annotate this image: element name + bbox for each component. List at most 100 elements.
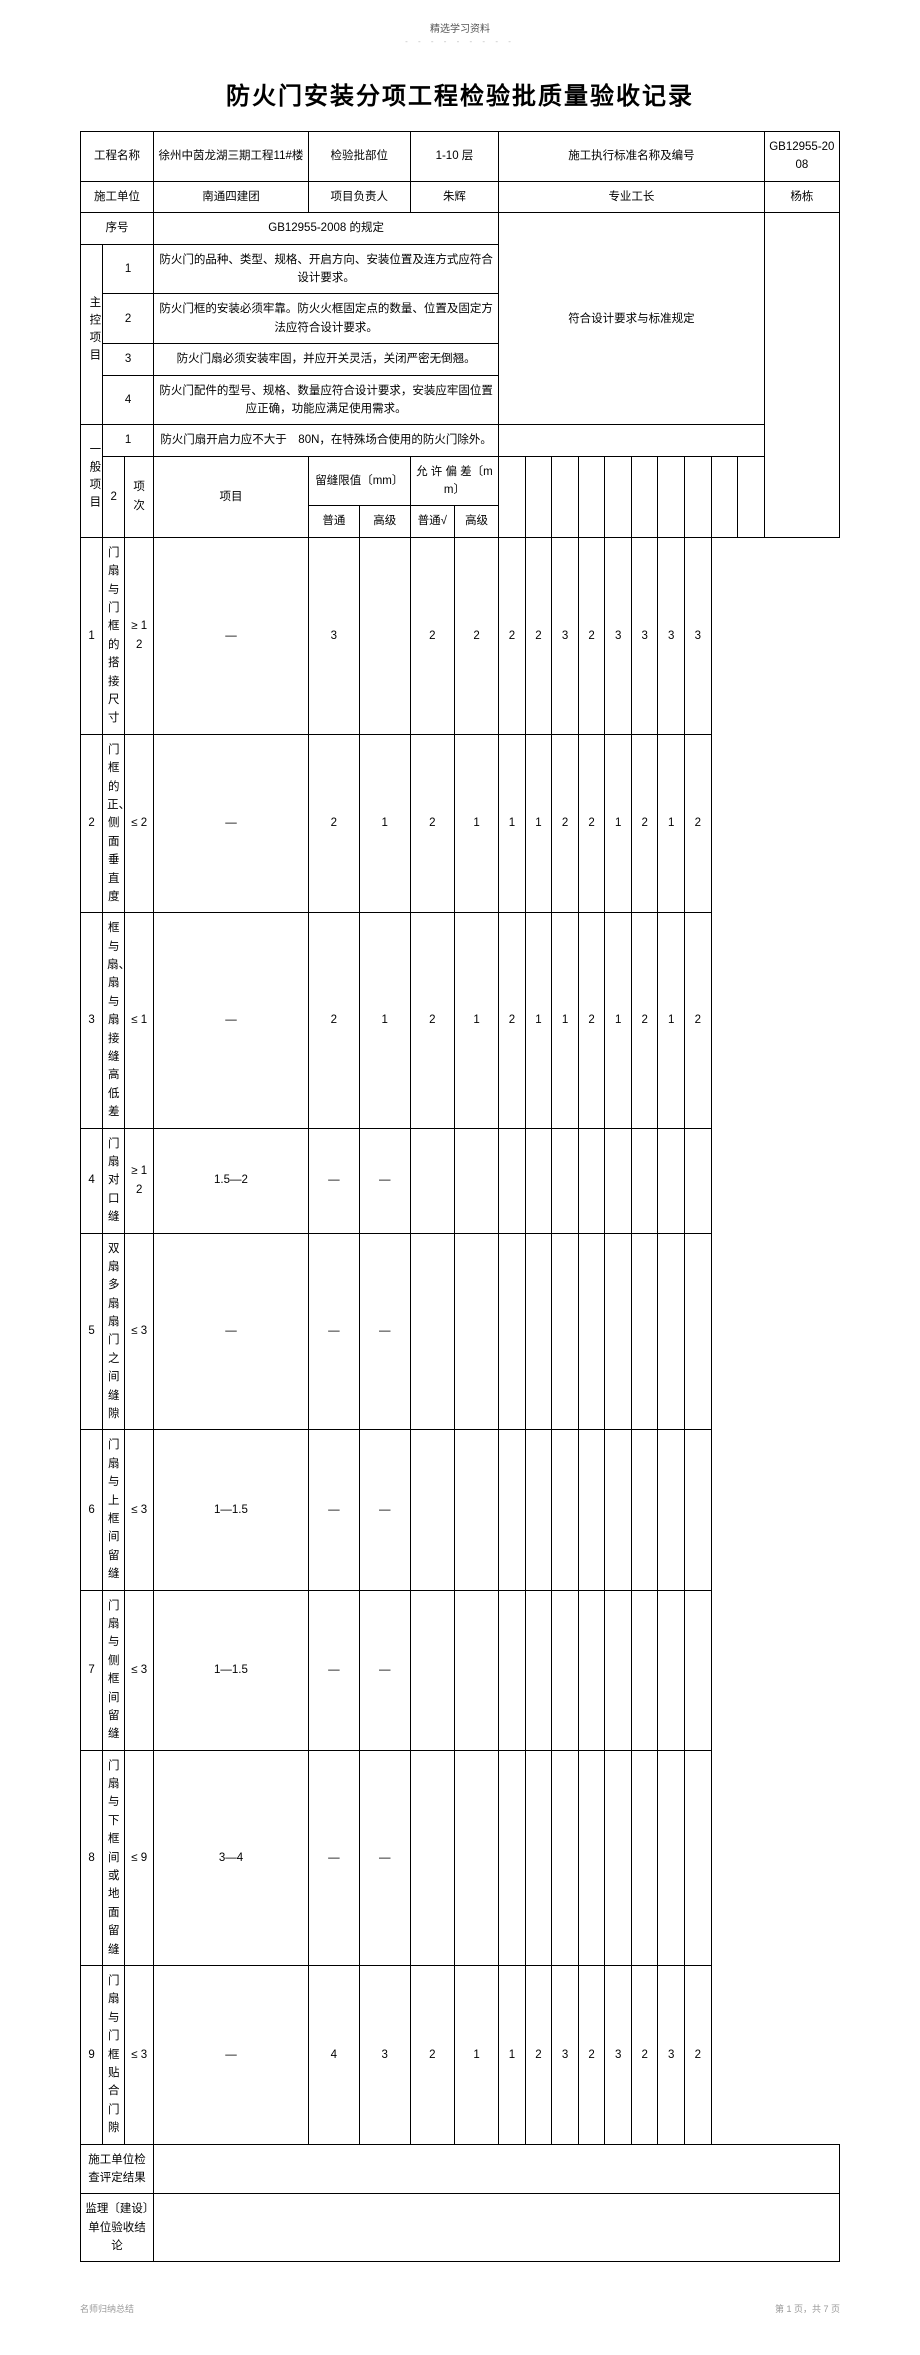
meas-cell: 1 (525, 913, 552, 1128)
meas-cell: 1 (605, 734, 632, 913)
label-liufeng: 留缝限值〔mm〕 (308, 456, 410, 506)
meas-cell (499, 1233, 526, 1430)
table-row: 7门扇与侧框间留缝≤ 31—1.5—— (81, 1590, 840, 1750)
meas-cell (658, 1128, 685, 1233)
meas-cell: 2 (410, 537, 454, 734)
meas-cell (525, 1233, 552, 1430)
meas-cell (410, 1750, 454, 1965)
table-row: 3框与扇、扇与扇接缝高低差≤ 1—212121121212 (81, 913, 840, 1128)
footer-right: 第 1 页，共 7 页 (775, 2302, 840, 2315)
meas-cell (658, 1233, 685, 1430)
gen-row-ag: — (359, 1430, 410, 1590)
meas-cell: 2 (578, 913, 605, 1128)
val-pm: 朱辉 (410, 181, 499, 212)
gen-row-ap: — (308, 1128, 359, 1233)
meas-cell (605, 1233, 632, 1430)
val-construct-unit: 南通四建团 (154, 181, 309, 212)
meas-cell (410, 1430, 454, 1590)
meas-cell (631, 1430, 658, 1590)
label-batch-part: 检验批部位 (308, 132, 410, 182)
meas-cell (605, 1590, 632, 1750)
meas-cell (578, 1750, 605, 1965)
meas-cell (499, 1128, 526, 1233)
meas-cell (685, 1750, 712, 1965)
table-row: 6门扇与上框间留缝≤ 31—1.5—— (81, 1430, 840, 1590)
gen-row-no: 3 (81, 913, 103, 1128)
blank-cell (499, 425, 765, 456)
meas-cell (578, 1590, 605, 1750)
page-footer: 名师归纳总结 第 1 页，共 7 页 (80, 2302, 840, 2315)
meas-cell (685, 1430, 712, 1590)
table-row: 监理〔建设〕单位验收结论 (81, 2194, 840, 2262)
gen-row-ap: — (308, 1750, 359, 1965)
gen-row-lg: 3—4 (154, 1750, 309, 1965)
meas-cell: 2 (410, 913, 454, 1128)
meas-cell: 2 (685, 913, 712, 1128)
meas-cell: 3 (605, 1965, 632, 2144)
table-row: 1门扇与门框的搭接尺寸≥ 12—32222323333 (81, 537, 840, 734)
main-item-text: 防火门扇必须安装牢固，并应开关灵活，关闭严密无倒翘。 (154, 344, 499, 375)
meas-cell (525, 1750, 552, 1965)
val-main-comply: 符合设计要求与标准规定 (499, 213, 765, 425)
meas-h (658, 456, 685, 537)
meas-cell: 1 (605, 913, 632, 1128)
meas-cell (578, 1233, 605, 1430)
meas-cell: 1 (454, 734, 498, 913)
meas-cell (631, 1128, 658, 1233)
gen-row-lp: ≤ 3 (125, 1590, 154, 1750)
meas-cell (525, 1430, 552, 1590)
label-xiangci: 项次 (125, 456, 154, 537)
val-foreman: 杨栋 (764, 181, 839, 212)
meas-cell: 3 (552, 537, 579, 734)
doc-header-small: 精选学习资料 (80, 20, 840, 35)
meas-cell: 1 (454, 913, 498, 1128)
label-putong: 普通 (308, 506, 359, 537)
table-row: 工程名称 徐州中茵龙湖三期工程11#楼 检验批部位 1-10 层 施工执行标准名… (81, 132, 840, 182)
meas-cell: 2 (499, 913, 526, 1128)
gen-row-no: 9 (81, 1965, 103, 2144)
meas-cell (685, 1233, 712, 1430)
meas-cell: 1 (454, 1965, 498, 2144)
meas-cell: 2 (525, 537, 552, 734)
gen-group-no: 2 (103, 456, 125, 537)
label-gaoji2: 高级 (454, 506, 498, 537)
val-supervisor (154, 2194, 840, 2262)
gen-first-no: 1 (103, 425, 154, 456)
meas-cell (658, 1750, 685, 1965)
gen-first-text: 防火门扇开启力应不大于 80N，在特殊场合使用的防火门除外。 (154, 425, 499, 456)
gen-row-name: 门扇与上框间留缝 (103, 1430, 125, 1590)
meas-cell: 1 (499, 734, 526, 913)
gen-row-name: 门扇与下框间或地面留缝 (103, 1750, 125, 1965)
val-unit-check (154, 2144, 840, 2194)
meas-h (738, 456, 765, 537)
gen-row-ag: 1 (359, 734, 410, 913)
main-item-no: 4 (103, 375, 154, 425)
meas-cell (552, 1128, 579, 1233)
meas-h (499, 456, 526, 537)
meas-cell: 2 (525, 1965, 552, 2144)
val-batch-part: 1-10 层 (410, 132, 499, 182)
meas-cell: 2 (578, 537, 605, 734)
meas-cell (525, 1590, 552, 1750)
meas-cell: 3 (658, 537, 685, 734)
main-item-text: 防火门框的安装必须牢靠。防火火框固定点的数量、位置及固定方法应符合设计要求。 (154, 294, 499, 344)
meas-h (711, 456, 738, 537)
gen-row-lg: — (154, 1965, 309, 2144)
meas-h (605, 456, 632, 537)
meas-h (552, 456, 579, 537)
meas-cell (605, 1430, 632, 1590)
gen-row-lg: — (154, 1233, 309, 1430)
gen-row-lp: ≤ 3 (125, 1233, 154, 1430)
gen-row-lp: ≤ 9 (125, 1750, 154, 1965)
meas-cell (454, 1233, 498, 1430)
meas-cell (454, 1430, 498, 1590)
gen-row-name: 门扇与门框贴合门隙 (103, 1965, 125, 2144)
label-construct-unit: 施工单位 (81, 181, 154, 212)
label-yunxu: 允 许 偏 差〔mm〕 (410, 456, 499, 506)
gen-row-name: 双扇多扇扇门之间缝隙 (103, 1233, 125, 1430)
meas-cell (552, 1750, 579, 1965)
meas-h (631, 456, 658, 537)
meas-cell: 1 (499, 1965, 526, 2144)
label-project-name: 工程名称 (81, 132, 154, 182)
gen-row-lp: ≥ 12 (125, 537, 154, 734)
